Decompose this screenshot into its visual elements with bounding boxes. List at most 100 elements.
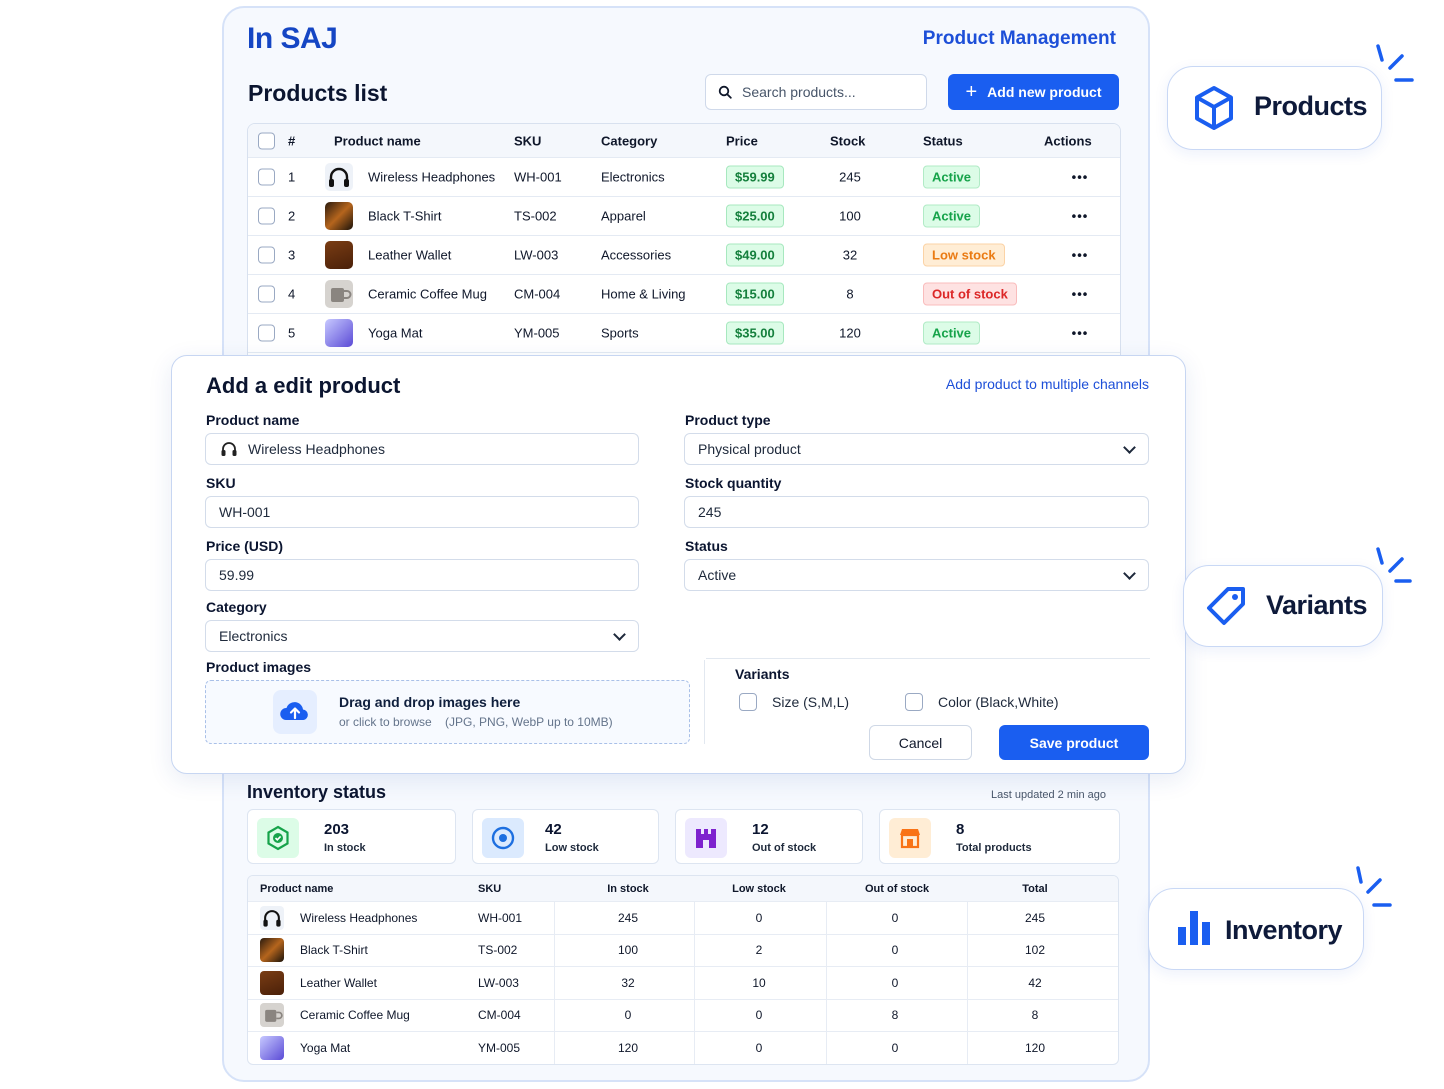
table-row[interactable]: 1 Wireless Headphones WH-001 Electronics…	[248, 158, 1120, 197]
category-select[interactable]: Electronics	[205, 620, 639, 652]
status-badge: Low stock	[923, 243, 1005, 267]
product-name: Black T-Shirt	[300, 943, 368, 958]
product-sku: YM-005	[478, 1041, 521, 1056]
stat-value: 203	[324, 821, 350, 838]
multi-channel-link[interactable]: Add product to multiple channels	[945, 376, 1149, 392]
row-checkbox[interactable]	[258, 324, 275, 342]
col-in-stock: In stock	[607, 882, 649, 895]
save-product-button[interactable]: Save product	[999, 725, 1149, 760]
price-field[interactable]: 59.99	[205, 559, 639, 591]
low-stock-value: 0	[755, 1041, 763, 1056]
table-row[interactable]: Leather Wallet LW-003 32 10 0 42	[248, 967, 1118, 1000]
plus-icon: +	[965, 81, 978, 103]
stat-label: In stock	[324, 842, 366, 854]
price-badge: $49.00	[726, 243, 784, 267]
column-separator	[554, 902, 555, 1064]
cube-icon	[1195, 86, 1233, 130]
table-row[interactable]: Wireless Headphones WH-001 245 0 0 245	[248, 902, 1118, 935]
product-sku: TS-002	[514, 208, 557, 224]
variant-color-label: Color (Black,White)	[938, 694, 1059, 710]
row-checkbox[interactable]	[258, 207, 275, 225]
table-row[interactable]: Ceramic Coffee Mug CM-004 0 0 8 8	[248, 1000, 1118, 1032]
product-type-label: Product type	[685, 412, 771, 428]
category-label: Category	[206, 599, 267, 615]
product-images-label: Product images	[206, 659, 312, 675]
ellipsis-icon[interactable]: •••	[1071, 325, 1089, 341]
ellipsis-icon[interactable]: •••	[1071, 247, 1089, 263]
add-new-product-label: Add new product	[987, 84, 1102, 100]
table-row[interactable]: 2 Black T-Shirt TS-002 Apparel $25.00 10…	[248, 197, 1120, 236]
column-separator	[694, 902, 695, 1064]
low-stock-value: 0	[755, 910, 763, 925]
headphones-icon	[329, 167, 349, 187]
variants-label: Variants	[735, 666, 790, 682]
product-sku: TS-002	[478, 943, 518, 958]
col-price: Price	[726, 133, 758, 148]
product-sku: LW-003	[514, 247, 559, 263]
products-list-title: Products list	[248, 80, 388, 106]
last-updated-text: Last updated 2 min ago	[991, 789, 1106, 801]
col-sku: SKU	[514, 133, 542, 148]
table-row[interactable]: Black T-Shirt TS-002 100 2 0 102	[248, 935, 1118, 967]
headphones-icon	[263, 909, 281, 927]
inventory-table-header: Product name SKU In stock Low stock Out …	[248, 876, 1118, 902]
in-stock-value: 245	[617, 910, 639, 925]
table-row[interactable]: 3 Leather Wallet LW-003 Accessories $49.…	[248, 236, 1120, 275]
low-stock-value: 0	[755, 1008, 763, 1023]
col-product-name: Product name	[260, 882, 334, 895]
table-row[interactable]: 4 Ceramic Coffee Mug CM-004 Home & Livin…	[248, 275, 1120, 314]
status-select[interactable]: Active	[684, 559, 1149, 591]
search-box[interactable]	[705, 74, 927, 110]
wallet-thumbnail	[260, 970, 284, 995]
ellipsis-icon[interactable]: •••	[1071, 208, 1089, 224]
total-value: 245	[1024, 910, 1046, 925]
product-sku: LW-003	[478, 975, 519, 990]
variant-color-checkbox[interactable]	[905, 693, 923, 711]
product-name: Wireless Headphones	[300, 910, 418, 925]
product-category: Home & Living	[601, 286, 686, 302]
low-stock-value: 2	[755, 943, 763, 958]
ellipsis-icon[interactable]: •••	[1071, 286, 1089, 302]
add-new-product-button[interactable]: + Add new product	[948, 74, 1119, 110]
ellipsis-icon[interactable]: •••	[1071, 169, 1089, 185]
variant-color-option[interactable]: Color (Black,White)	[905, 693, 1059, 711]
row-checkbox[interactable]	[258, 168, 275, 186]
cancel-button[interactable]: Cancel	[869, 725, 972, 760]
table-row[interactable]: Yoga Mat YM-005 120 0 0 120	[248, 1032, 1118, 1064]
mug-thumbnail	[260, 1003, 284, 1028]
status-badge: Out of stock	[923, 282, 1017, 306]
table-header: # Product name SKU Category Price Stock …	[248, 124, 1120, 158]
sparkle-decoration	[1356, 866, 1392, 907]
target-icon	[482, 818, 524, 858]
product-type-select[interactable]: Physical product	[684, 433, 1149, 465]
variant-size-option[interactable]: Size (S,M,L)	[739, 693, 849, 711]
image-dropzone[interactable]: Drag and drop images here or click to br…	[205, 680, 690, 744]
product-type-value: Physical product	[698, 441, 801, 457]
table-row[interactable]: 5 Yoga Mat YM-005 Sports $35.00 120 Acti…	[248, 314, 1120, 353]
headphones-thumbnail	[260, 905, 284, 930]
search-input[interactable]	[742, 84, 912, 100]
product-name: Leather Wallet	[368, 247, 452, 263]
sparkle-decoration	[1376, 44, 1414, 82]
row-checkbox[interactable]	[258, 285, 275, 303]
tshirt-thumbnail	[325, 202, 353, 230]
select-all-checkbox[interactable]	[258, 132, 275, 149]
stat-card-in-stock: 203 In stock	[247, 809, 456, 864]
row-checkbox[interactable]	[258, 246, 275, 264]
product-sku: WH-001	[478, 910, 523, 925]
total-value: 120	[1024, 1041, 1046, 1056]
app-title: Product Management	[922, 28, 1116, 49]
stock-quantity-field[interactable]: 245	[684, 496, 1149, 528]
search-icon	[718, 85, 732, 99]
upload-main-text: Drag and drop images here	[339, 694, 521, 710]
sku-field[interactable]: WH-001	[205, 496, 639, 528]
status-badge: Active	[923, 321, 981, 345]
product-name-field[interactable]: Wireless Headphones	[205, 433, 639, 465]
mug-thumbnail	[325, 280, 353, 308]
products-table: # Product name SKU Category Price Stock …	[247, 123, 1121, 363]
status-label: Status	[685, 538, 728, 554]
sparkle-decoration	[1376, 547, 1412, 583]
col-number: #	[288, 133, 296, 148]
row-number: 1	[288, 169, 296, 185]
variant-size-checkbox[interactable]	[739, 693, 757, 711]
